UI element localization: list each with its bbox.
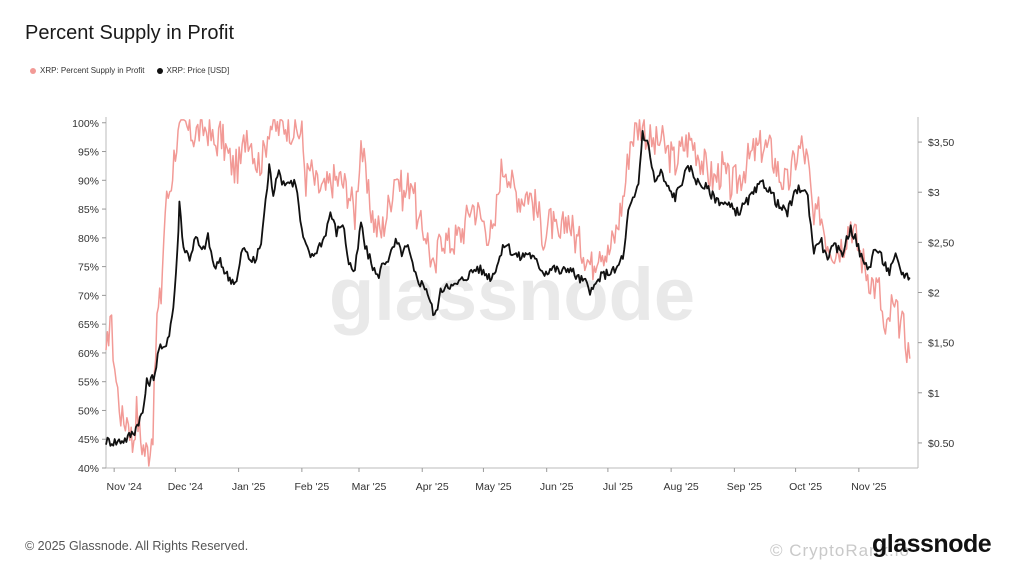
y-left-tick-label: 65% bbox=[78, 319, 99, 331]
y-left-tick-label: 70% bbox=[78, 290, 99, 302]
y-left-tick-label: 75% bbox=[78, 262, 99, 274]
series-line-supply-in-profit bbox=[105, 119, 911, 467]
x-tick-label: Aug '25 bbox=[663, 481, 698, 493]
y-right-tick-label: $0.50 bbox=[928, 438, 954, 450]
legend-item-price[interactable]: XRP: Price [USD] bbox=[156, 66, 230, 75]
y-left-tick-label: 100% bbox=[72, 118, 99, 130]
x-tick-label: Mar '25 bbox=[352, 481, 387, 493]
y-left-tick-label: 55% bbox=[78, 377, 99, 389]
series-line-price bbox=[105, 129, 911, 447]
y-right-tick-label: $3 bbox=[928, 187, 940, 199]
y-left-tick-label: 50% bbox=[78, 405, 99, 417]
x-tick-label: Feb '25 bbox=[295, 481, 330, 493]
y-left-tick-label: 95% bbox=[78, 147, 99, 159]
legend-label-supply: XRP: Percent Supply in Profit bbox=[40, 66, 145, 75]
x-tick-label: Nov '24 bbox=[107, 481, 142, 493]
y-left-tick-label: 90% bbox=[78, 175, 99, 187]
x-tick-label: Dec '24 bbox=[168, 481, 203, 493]
chart-legend: XRP: Percent Supply in Profit XRP: Price… bbox=[30, 66, 229, 75]
legend-swatch-supply bbox=[30, 67, 36, 74]
x-tick-label: Oct '25 bbox=[789, 481, 822, 493]
y-left-tick-label: 80% bbox=[78, 233, 99, 245]
x-tick-label: Nov '25 bbox=[851, 481, 886, 493]
y-left-tick-label: 45% bbox=[78, 434, 99, 446]
x-tick-label: Jul '25 bbox=[603, 481, 633, 493]
y-right-tick-label: $1,50 bbox=[928, 338, 954, 350]
copyright-text: © 2025 Glassnode. All Rights Reserved. bbox=[25, 539, 249, 553]
overlay-watermark: © CryptoRank.io bbox=[770, 541, 910, 560]
x-tick-label: May '25 bbox=[475, 481, 512, 493]
y-right-tick-label: $2 bbox=[928, 288, 940, 300]
y-left-tick-label: 60% bbox=[78, 348, 99, 360]
y-right-tick-label: $2,50 bbox=[928, 237, 954, 249]
y-left-tick-label: 85% bbox=[78, 204, 99, 216]
chart-title: Percent Supply in Profit bbox=[25, 22, 234, 44]
legend-label-price: XRP: Price [USD] bbox=[166, 66, 230, 75]
x-tick-label: Jun '25 bbox=[540, 481, 574, 493]
legend-swatch-price bbox=[156, 67, 163, 74]
x-tick-label: Jan '25 bbox=[232, 481, 266, 493]
legend-item-supply[interactable]: XRP: Percent Supply in Profit bbox=[30, 66, 145, 75]
y-right-tick-label: $1 bbox=[928, 388, 940, 400]
x-tick-label: Sep '25 bbox=[727, 481, 762, 493]
y-left-tick-label: 40% bbox=[78, 463, 99, 475]
glassnode-logo: glassnode bbox=[872, 530, 992, 558]
y-right-tick-label: $3,50 bbox=[928, 137, 954, 149]
x-tick-label: Apr '25 bbox=[416, 481, 449, 493]
chart-watermark: glassnode bbox=[329, 253, 695, 336]
